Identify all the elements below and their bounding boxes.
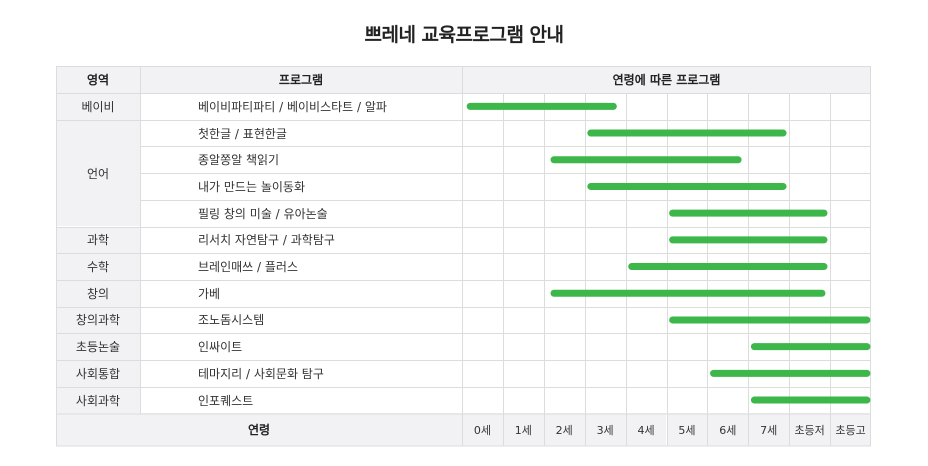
area-cell: 창의과학 [56, 306, 140, 334]
area-cell: 초등논술 [56, 333, 140, 360]
program-name: 필링 창의 미술 / 유아논술 [198, 206, 328, 221]
program-name: 종알쫑알 책읽기 [198, 153, 280, 168]
area-cell: 사회통합 [56, 360, 140, 387]
age-tick-label: 3세 [584, 413, 626, 447]
program-name: 가베 [198, 286, 221, 301]
age-tick-label: 6세 [707, 413, 749, 447]
program-name: 조노돔시스템 [198, 313, 265, 328]
area-cell: 언어 [56, 119, 140, 227]
area-cell: 사회과학 [56, 386, 140, 414]
header-program: 프로그램 [140, 66, 462, 93]
page-title: 쁘레네 교육프로그램 안내 [364, 24, 564, 46]
program-name: 베이비파티파티 / 베이비스타트 / 알파 [198, 99, 387, 114]
footer-age-label: 연령 [56, 413, 462, 447]
area-cell: 베이비 [56, 93, 140, 120]
area-cell: 수학 [56, 253, 140, 280]
age-tick-label: 0세 [462, 413, 503, 447]
age-tick-label: 4세 [625, 413, 667, 447]
age-tick-label: 초등저 [789, 413, 831, 447]
header-area: 영역 [56, 66, 140, 93]
area-cell: 창의 [56, 279, 140, 307]
program-name: 인포퀘스트 [198, 393, 254, 408]
age-tick-label: 5세 [666, 413, 708, 447]
program-name: 리서치 자연탐구 / 과학탐구 [198, 233, 335, 248]
area-cell: 과학 [56, 226, 140, 254]
age-tick-label: 7세 [748, 413, 790, 447]
program-name: 테마지리 / 사회문화 탐구 [198, 366, 324, 381]
header-age-programs: 연령에 따른 프로그램 [462, 66, 871, 93]
program-name: 첫한글 / 표현한글 [198, 126, 287, 141]
age-tick-label: 2세 [543, 413, 585, 447]
program-name: 인싸이트 [198, 340, 243, 355]
age-tick-label: 1세 [502, 413, 544, 447]
program-name: 브레인매쓰 / 플러스 [198, 260, 298, 275]
program-name: 내가 만드는 놀이동화 [198, 179, 305, 194]
age-tick-label: 초등고 [830, 413, 871, 447]
